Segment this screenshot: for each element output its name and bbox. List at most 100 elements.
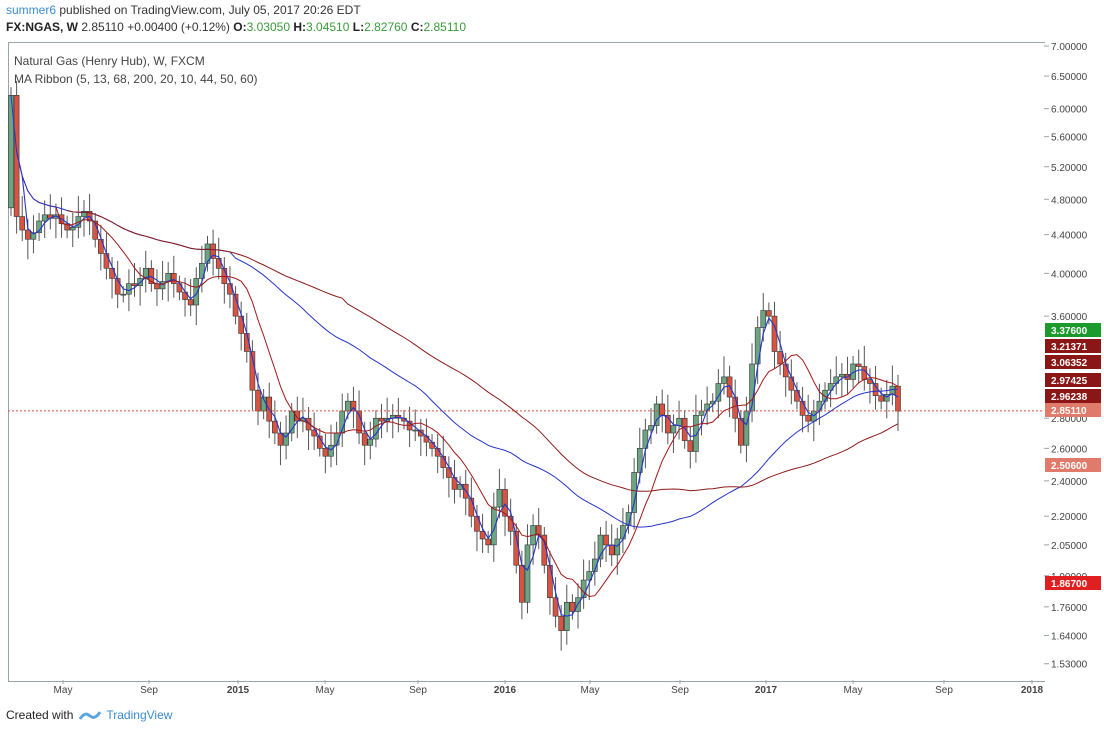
- candle-down: [895, 385, 901, 412]
- y-tick-label: 2.60000: [1051, 444, 1088, 455]
- candle-down: [665, 415, 671, 434]
- candle-down: [272, 420, 278, 434]
- x-tick-label: May: [844, 685, 863, 696]
- candle-up: [642, 429, 649, 449]
- candle-up: [283, 432, 289, 446]
- publish-line: summer6 published on TradingView.com, Ju…: [6, 2, 466, 19]
- price-label-bg: [1045, 389, 1101, 403]
- candle-down: [305, 417, 312, 431]
- candle-up: [827, 383, 834, 391]
- ohlc-line: FX:NGAS, W 2.85110 +0.00400 (+0.12%) O:3…: [6, 19, 466, 36]
- candle-up: [653, 403, 660, 426]
- candle-down: [322, 448, 329, 457]
- candle-up: [30, 232, 37, 240]
- price-label-bg: [1045, 403, 1101, 417]
- candle-up: [490, 506, 497, 546]
- candle-up: [345, 400, 351, 412]
- high-label: H:: [293, 20, 307, 34]
- price-label: 2.50600: [1051, 461, 1088, 472]
- candle-down: [502, 489, 508, 517]
- ma-fast-line: [16, 151, 899, 617]
- last-price: 2.85110: [81, 20, 124, 34]
- price-label: 3.06352: [1051, 358, 1088, 369]
- candle-down: [732, 396, 738, 419]
- candle-down: [485, 538, 491, 546]
- x-tick-label: 2016: [494, 685, 517, 696]
- created-with-text: Created with: [6, 708, 74, 722]
- candle-down: [519, 564, 525, 603]
- x-tick-label: 2017: [755, 685, 778, 696]
- price-change: +0.00400 (+0.12%): [127, 20, 230, 34]
- price-label-bg: [1045, 576, 1101, 590]
- candle-up: [126, 283, 132, 295]
- candle-up: [367, 438, 374, 446]
- low-label: L:: [352, 20, 365, 34]
- x-tick-label: Sep: [671, 685, 689, 696]
- y-tick-label: 7.00000: [1051, 42, 1088, 53]
- y-tick-label: 5.20000: [1051, 163, 1088, 174]
- candle-down: [558, 615, 564, 631]
- chart-frame: [8, 42, 1045, 682]
- y-tick-label: 1.64000: [1051, 632, 1088, 643]
- y-tick-label: 2.20000: [1051, 512, 1088, 523]
- price-label-bg: [1045, 458, 1101, 472]
- candle-up: [693, 415, 699, 452]
- candle-down: [766, 310, 772, 317]
- candle-down: [418, 429, 424, 437]
- x-tick-label: Sep: [935, 685, 953, 696]
- x-tick-label: May: [54, 685, 73, 696]
- y-tick-label: 4.80000: [1051, 195, 1088, 206]
- candle-up: [883, 393, 890, 402]
- candle-up: [373, 417, 379, 440]
- candle-down: [738, 417, 744, 446]
- ma-medium-line: [21, 175, 899, 598]
- chart-legend: Natural Gas (Henry Hub), W, FXCM MA Ribb…: [14, 52, 258, 88]
- candle-up: [670, 425, 677, 434]
- candle-down: [855, 363, 862, 367]
- candle-down: [878, 395, 884, 402]
- y-tick-label: 1.53000: [1051, 660, 1088, 671]
- candle-up: [288, 410, 295, 434]
- candle-down: [608, 544, 615, 556]
- indicator-name: MA Ribbon (5, 13, 68, 200, 20, 10, 44, 5…: [14, 72, 258, 86]
- candle-down: [603, 534, 609, 546]
- candle-down: [794, 389, 800, 402]
- candle-up: [592, 558, 598, 572]
- author-link[interactable]: summer6: [6, 3, 57, 17]
- high-value: 3.04510: [306, 20, 350, 34]
- footer: Created with TradingView: [6, 708, 172, 722]
- tradingview-logo-icon: [79, 711, 102, 720]
- candle-up: [816, 400, 823, 412]
- close-value: 2.85110: [423, 20, 467, 34]
- price-label: 3.21371: [1051, 342, 1088, 353]
- candle-down: [19, 216, 26, 231]
- y-tick-label: 6.00000: [1051, 105, 1088, 116]
- candle-up: [120, 293, 127, 296]
- candle-up: [524, 544, 531, 603]
- price-label: 3.37600: [1051, 326, 1088, 337]
- candle-down: [148, 267, 155, 284]
- candle-up: [193, 278, 200, 306]
- y-tick-label: 2.05000: [1051, 541, 1088, 552]
- candle-up: [496, 489, 503, 508]
- candle-down: [64, 223, 70, 231]
- ma-slow-red-line: [66, 210, 899, 492]
- candle-down: [25, 229, 31, 240]
- candle-up: [636, 448, 643, 473]
- x-tick-label: 2015: [227, 685, 250, 696]
- candle-down: [799, 400, 806, 416]
- candle-down: [255, 389, 261, 412]
- candle-up: [709, 400, 716, 405]
- tradingview-brand[interactable]: TradingView: [79, 708, 172, 722]
- price-label-bg: [1045, 339, 1101, 353]
- symbol-description: Natural Gas (Henry Hub), W, FXCM: [14, 54, 205, 68]
- candle-down: [805, 415, 811, 422]
- candle-up: [328, 444, 334, 457]
- brand-text: TradingView: [106, 708, 173, 722]
- candle-up: [199, 263, 205, 279]
- candle-down: [659, 403, 666, 416]
- candle-up: [721, 376, 727, 384]
- symbol-label: FX:NGAS, W: [6, 20, 78, 34]
- x-tick-label: May: [581, 685, 600, 696]
